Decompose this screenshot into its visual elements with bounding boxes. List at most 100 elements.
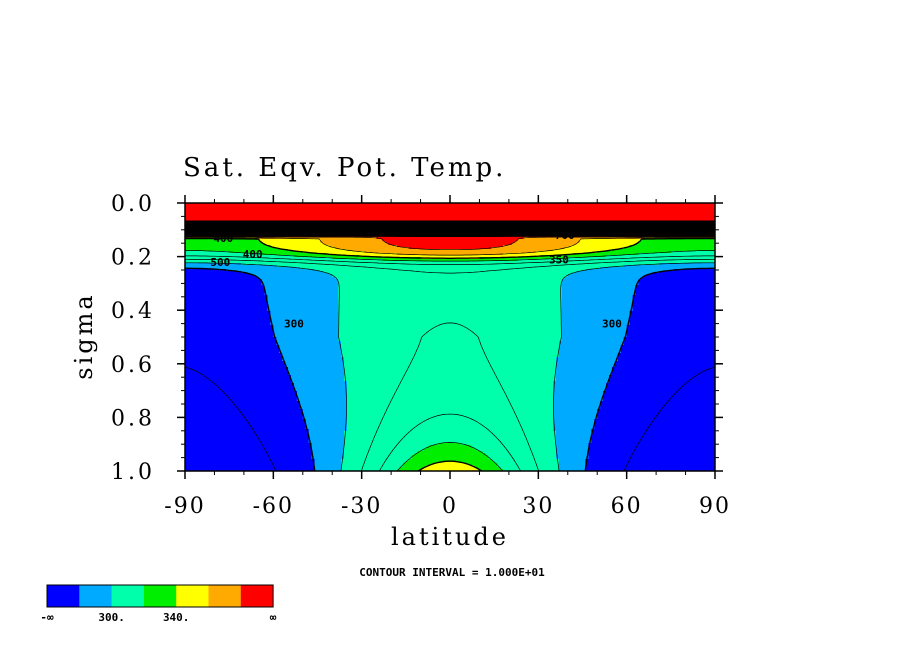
contour-cell (620, 345, 715, 348)
contour-cell (264, 243, 324, 246)
contour-cell (591, 439, 715, 442)
contour-cell (185, 323, 271, 326)
contour-cell (185, 377, 292, 380)
contour-cell (341, 463, 404, 466)
contour-cell (185, 411, 304, 414)
contour-line-300 (185, 267, 715, 471)
contour-cell (341, 355, 560, 358)
contour-cell (276, 339, 339, 342)
contour-cell (299, 401, 348, 404)
contour-cell (659, 271, 715, 274)
contour-cell (185, 275, 257, 278)
contour-cell (620, 351, 715, 354)
contour-cell (553, 393, 604, 396)
contour-cell (185, 243, 266, 246)
contour-cell (185, 427, 307, 430)
contour-cell (632, 299, 715, 302)
contour-cell (597, 251, 672, 254)
contour-cell (185, 319, 271, 322)
contour-cell (556, 369, 613, 372)
contour-cell (341, 351, 560, 354)
contour-cell (553, 419, 595, 422)
contour-cell (185, 281, 263, 284)
contour-cell (585, 469, 715, 471)
contour-cell (185, 423, 307, 426)
contour-cell (561, 283, 640, 286)
contour-cell (279, 347, 342, 350)
contour-label: 800 (543, 218, 563, 231)
contour-cell (282, 355, 342, 358)
contour-cell (629, 319, 715, 322)
contour-cell (417, 451, 483, 454)
contour-cell (185, 375, 292, 378)
contour-cell (553, 417, 598, 420)
contour-cell (346, 393, 554, 396)
contour-cell (185, 365, 286, 368)
contour-cell (273, 331, 339, 334)
contour-cell (558, 353, 619, 356)
contour-cell (346, 429, 554, 432)
contour-line-360 (185, 237, 715, 256)
contour-cell (270, 313, 339, 316)
contour-cell (338, 311, 563, 314)
contour-cell (261, 281, 339, 284)
contour-cell (308, 433, 345, 436)
contour-cell (553, 385, 607, 388)
contour-cell (329, 273, 572, 276)
contour-cell (603, 393, 715, 396)
contour-cell (291, 379, 345, 382)
contour-cell (629, 323, 715, 326)
contour-cell (185, 407, 301, 410)
contour-cell (553, 249, 613, 252)
contour-cell (185, 307, 269, 310)
contour-cell (597, 411, 715, 414)
contour-cell (346, 405, 554, 408)
contour-cell (185, 265, 277, 268)
contour-cell (585, 461, 715, 464)
contour-cell (609, 381, 715, 384)
contour-cell (293, 385, 348, 388)
contour-cell (185, 335, 274, 338)
contour-cell (635, 291, 715, 294)
contour-cell (302, 251, 366, 254)
contour-cell (638, 283, 715, 286)
contour-cell (620, 349, 715, 352)
contour-cell (291, 375, 345, 378)
colorbar: -∞ 300. 340. ∞ (40, 584, 277, 624)
contour-cell (567, 275, 645, 278)
contour-cell (623, 343, 715, 346)
contour-cell (561, 291, 637, 294)
contour-cell (588, 447, 715, 450)
contour-cell (556, 363, 616, 366)
contour-cell (523, 237, 645, 240)
contour-cell (541, 255, 607, 258)
contour-cell (556, 449, 589, 452)
contour-cell (185, 205, 715, 208)
contour-cell (270, 319, 339, 322)
contour-cell (264, 289, 339, 292)
contour-cell (276, 337, 339, 340)
contour-cell (346, 417, 554, 420)
contour-cell (185, 215, 715, 218)
contour-cell (611, 371, 715, 374)
contour-cell (338, 293, 563, 296)
contour-cell (185, 295, 269, 298)
contour-cell (185, 211, 715, 214)
chart-title: Sat. Eqv. Pot. Temp. (183, 153, 506, 183)
contour-cell (588, 457, 715, 460)
contour-cell (185, 419, 307, 422)
contour-cell (299, 407, 348, 410)
contour-cell (609, 377, 715, 380)
contour-cell (273, 333, 339, 336)
contour-cell (344, 379, 557, 382)
contour-cell (185, 361, 286, 364)
contour-cell (344, 367, 557, 370)
contour-cell (185, 461, 316, 464)
contour-cell (346, 409, 554, 412)
contour-label: 400 (243, 248, 263, 261)
contour-cell (629, 313, 715, 316)
contour-cell (296, 391, 348, 394)
contour-cell (185, 247, 277, 250)
